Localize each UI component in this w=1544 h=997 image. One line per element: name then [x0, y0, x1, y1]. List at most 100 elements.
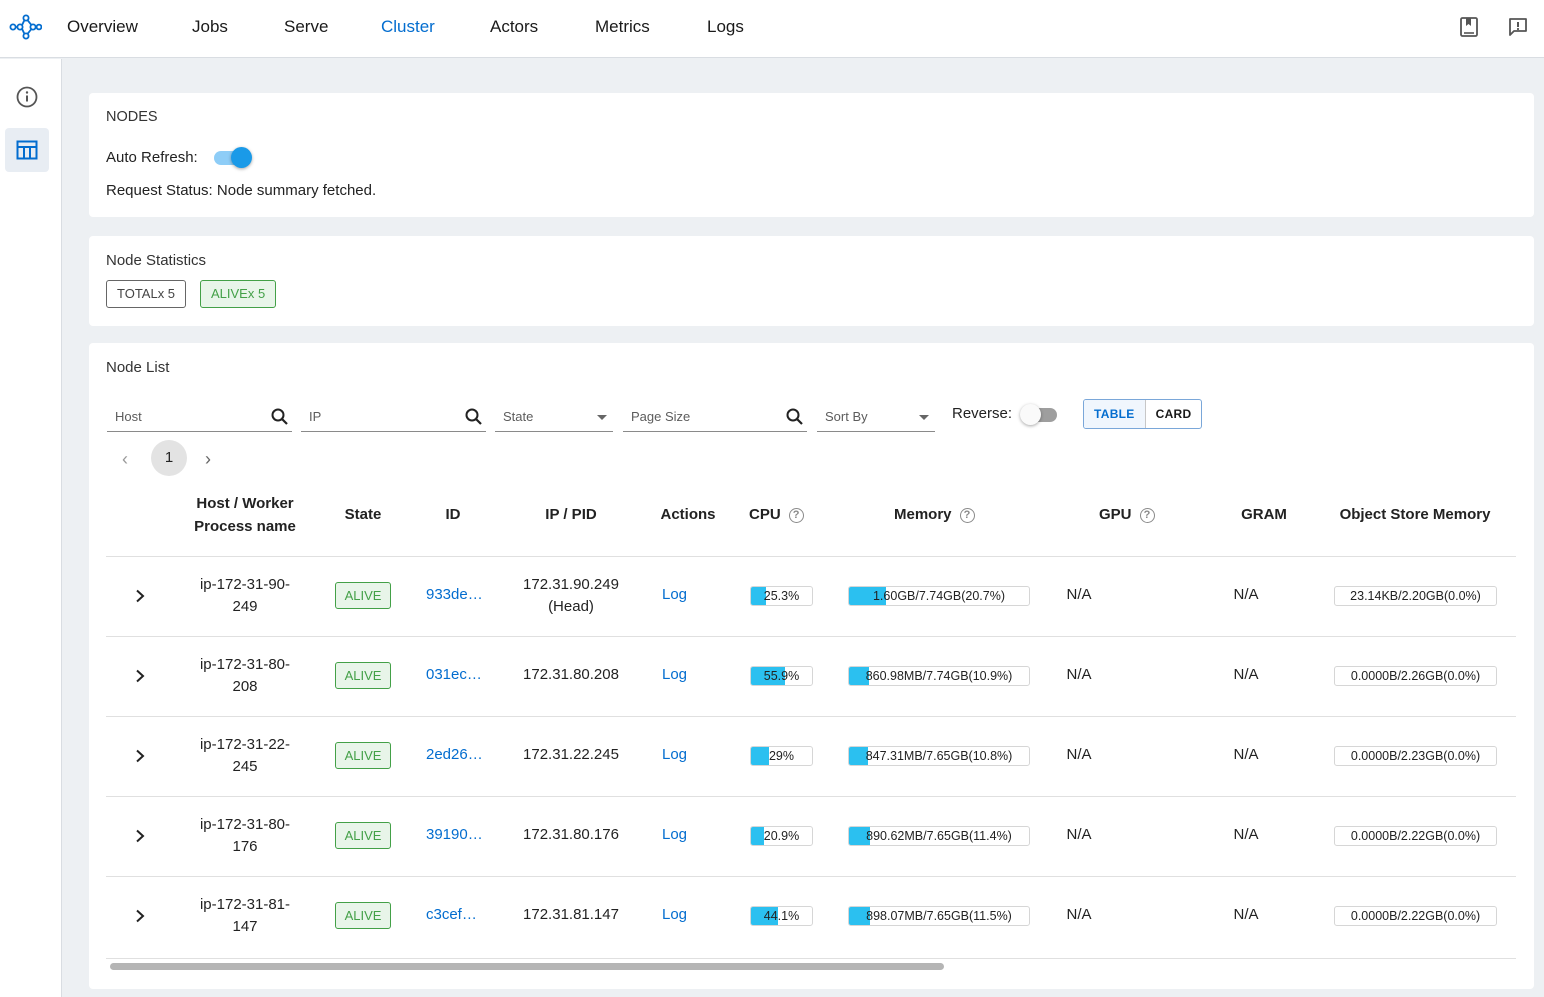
chevron-right-icon[interactable] [133, 669, 147, 683]
memory-usage-bar: 890.62MB/7.65GB(11.4%) [848, 826, 1030, 846]
node-ip: 172.31.90.249 (Head) [523, 576, 619, 615]
node-host-name: ip-172-31-81- 147 [199, 896, 291, 935]
object-store-usage-bar: 0.0000B/2.23GB(0.0%) [1334, 746, 1497, 766]
log-link[interactable]: Log [662, 586, 688, 603]
row-divider [106, 556, 1516, 557]
status-badge: ALIVE [335, 902, 391, 929]
node-ip: 172.31.81.147 [523, 906, 619, 923]
memory-usage-bar: 1.60GB/7.74GB(20.7%) [848, 586, 1030, 606]
page-size-input[interactable]: Page Size [623, 399, 807, 432]
log-link[interactable]: Log [662, 906, 688, 923]
pagination-page-1[interactable]: 1 [151, 440, 187, 476]
column-header-object-store: Object Store Memory [1339, 506, 1491, 523]
chevron-right-icon[interactable] [133, 749, 147, 763]
search-icon [465, 408, 482, 425]
chevron-right-icon[interactable] [133, 589, 147, 603]
tab-serve[interactable]: Serve [284, 17, 329, 36]
column-header-memory[interactable]: Memory? [894, 503, 1004, 526]
node-id-link[interactable]: 933de… [426, 586, 483, 603]
chevron-right-icon[interactable] [133, 829, 147, 843]
column-header-id[interactable]: ID [445, 506, 461, 523]
log-link[interactable]: Log [662, 746, 688, 763]
object-store-usage-bar: 0.0000B/2.22GB(0.0%) [1334, 826, 1497, 846]
node-host-name: ip-172-31-80- 208 [199, 656, 291, 695]
sidebar-item-overview[interactable] [5, 75, 49, 119]
gpu-value: N/A [1066, 746, 1092, 763]
gram-value: N/A [1233, 666, 1259, 683]
column-header-gpu[interactable]: GPU? [1099, 503, 1169, 526]
log-link[interactable]: Log [662, 826, 688, 843]
reverse-switch[interactable] [1020, 404, 1060, 425]
tab-metrics[interactable]: Metrics [595, 17, 650, 36]
tab-overview[interactable]: Overview [67, 17, 138, 36]
card-view-button[interactable]: CARD [1155, 407, 1192, 421]
horizontal-scrollbar[interactable] [106, 958, 1516, 972]
cpu-usage-bar: 55.9% [750, 666, 813, 686]
tab-logs[interactable]: Logs [707, 17, 744, 36]
node-ip: 172.31.22.245 [523, 746, 619, 763]
dropdown-caret-icon [597, 415, 607, 420]
tab-actors[interactable]: Actors [490, 17, 539, 36]
feedback-icon[interactable] [1507, 16, 1529, 38]
node-id-link[interactable]: 031ec… [426, 666, 482, 683]
column-header-host[interactable]: Host / Worker Process name [194, 495, 296, 535]
row-divider [106, 876, 1516, 877]
cpu-usage-bar: 25.3% [750, 586, 813, 606]
help-icon[interactable]: ? [959, 508, 975, 523]
auto-refresh-switch[interactable] [211, 147, 252, 168]
host-search-input[interactable]: Host [107, 399, 292, 432]
node-list-title: Node List [106, 359, 170, 376]
dropdown-caret-icon [919, 415, 929, 420]
status-badge: ALIVE [335, 742, 391, 769]
gpu-value: N/A [1066, 666, 1092, 683]
node-ip: 172.31.80.208 [523, 666, 619, 683]
node-id-link[interactable]: 39190… [426, 826, 483, 843]
column-header-cpu[interactable]: CPU? [749, 503, 819, 526]
state-select[interactable]: State [495, 399, 613, 432]
nodes-card-title: NODES [106, 109, 158, 125]
pagination-prev-button[interactable]: ‹ [122, 449, 128, 469]
top-navigation-bar: Overview Jobs Serve Cluster Actors Metri… [0, 0, 1544, 58]
memory-usage-bar: 847.31MB/7.65GB(10.8%) [848, 746, 1030, 766]
column-header-gram: GRAM [1241, 506, 1287, 523]
tab-cluster[interactable]: Cluster [381, 17, 435, 36]
chevron-right-icon[interactable] [133, 909, 147, 923]
sidebar-item-nodes-table[interactable] [5, 128, 49, 172]
view-toggle: TABLE CARD [1083, 399, 1203, 429]
scrollbar-thumb[interactable] [110, 963, 944, 970]
node-list-card: Node List Host IP State Page Size Sort B… [89, 343, 1534, 989]
help-icon[interactable]: ? [788, 508, 804, 523]
column-header-state[interactable]: State [344, 506, 382, 523]
tab-jobs[interactable]: Jobs [192, 17, 228, 36]
cpu-usage-bar: 44.1% [750, 906, 813, 926]
memory-usage-bar: 898.07MB/7.65GB(11.5%) [848, 906, 1030, 926]
reverse-label: Reverse: [952, 405, 1013, 422]
table-view-button[interactable]: TABLE [1084, 400, 1146, 428]
total-nodes-chip: TOTALx 5 [106, 280, 187, 308]
node-id-link[interactable]: c3cef… [426, 906, 477, 923]
nodes-card: NODES Auto Refresh: Request Status: Node… [89, 93, 1534, 217]
ip-search-input[interactable]: IP [301, 399, 486, 432]
search-icon [786, 408, 803, 425]
book-icon[interactable] [1458, 16, 1480, 38]
gpu-value: N/A [1066, 906, 1092, 923]
gram-value: N/A [1233, 826, 1259, 843]
object-store-usage-bar: 23.14KB/2.20GB(0.0%) [1334, 586, 1497, 606]
help-icon[interactable]: ? [1139, 508, 1155, 523]
column-header-ip-pid[interactable]: IP / PID [545, 506, 597, 523]
pagination-next-button[interactable]: › [205, 449, 211, 469]
node-id-link[interactable]: 2ed26… [426, 746, 483, 763]
sort-by-select[interactable]: Sort By [817, 399, 935, 432]
node-statistics-title: Node Statistics [106, 252, 207, 269]
alive-nodes-chip: ALIVEx 5 [200, 280, 277, 308]
node-host-name: ip-172-31-90- 249 [199, 576, 291, 615]
log-link[interactable]: Log [662, 666, 688, 683]
cpu-usage-bar: 20.9% [750, 826, 813, 846]
info-icon [16, 86, 38, 108]
object-store-usage-bar: 0.0000B/2.22GB(0.0%) [1334, 906, 1497, 926]
search-icon [271, 408, 288, 425]
node-host-name: ip-172-31-22- 245 [199, 736, 291, 775]
ray-logo-icon[interactable] [8, 10, 42, 44]
row-divider [106, 796, 1516, 797]
cpu-usage-bar: 29% [750, 746, 813, 766]
